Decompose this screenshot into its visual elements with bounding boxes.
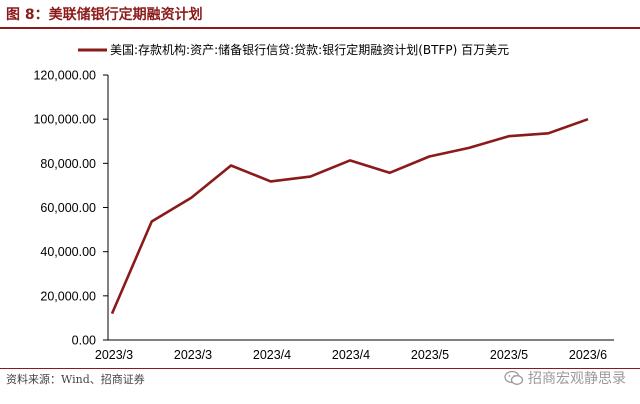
y-tick-label: 60,000.00 — [40, 201, 96, 215]
y-tick-label: 20,000.00 — [40, 289, 96, 303]
title-bar: 图 8：美联储银行定期融资计划 — [0, 0, 640, 26]
series-line — [110, 117, 589, 315]
x-tick-label: 2023/3 — [95, 348, 133, 362]
y-tick-label: 100,000.00 — [33, 113, 96, 127]
watermark: 招商宏观静思录 — [504, 368, 626, 388]
source-note: 资料来源：Wind、招商证券 — [6, 373, 145, 386]
x-tick-label: 2023/5 — [411, 348, 449, 362]
y-tick-label: 0.00 — [72, 334, 96, 348]
title-rule — [0, 27, 640, 29]
x-tick-label: 2023/5 — [490, 348, 528, 362]
legend: 美国:存款机构:资产:储备银行信贷:贷款:银行定期融资计划(BTFP) 百万美元 — [78, 42, 509, 57]
y-tick-label: 80,000.00 — [40, 157, 96, 171]
x-axis: 2023/3 2023/3 2023/4 2023/4 2023/5 2023/5 2023… — [95, 339, 614, 362]
wechat-icon — [504, 370, 524, 385]
y-axis: 0.00 20,000.00 40,000.00 60,000.00 80,000.00… — [33, 69, 109, 348]
footer-rule — [0, 368, 640, 369]
line-chart: 美国:存款机构:资产:储备银行信贷:贷款:银行定期融资计划(BTFP) 百万美元… — [33, 42, 614, 362]
plot-area — [110, 117, 589, 315]
legend-label: 美国:存款机构:资产:储备银行信贷:贷款:银行定期融资计划(BTFP) 百万美元 — [110, 42, 509, 57]
x-tick-label: 2023/4 — [332, 348, 370, 362]
watermark-text: 招商宏观静思录 — [528, 371, 626, 387]
x-tick-label: 2023/3 — [174, 348, 212, 362]
x-tick-label: 2023/6 — [569, 348, 607, 362]
figure-title: 图 8：美联储银行定期融资计划 — [6, 7, 203, 23]
y-tick-label: 40,000.00 — [40, 245, 96, 259]
x-tick-label: 2023/4 — [253, 348, 291, 362]
y-tick-label: 120,000.00 — [33, 69, 96, 83]
